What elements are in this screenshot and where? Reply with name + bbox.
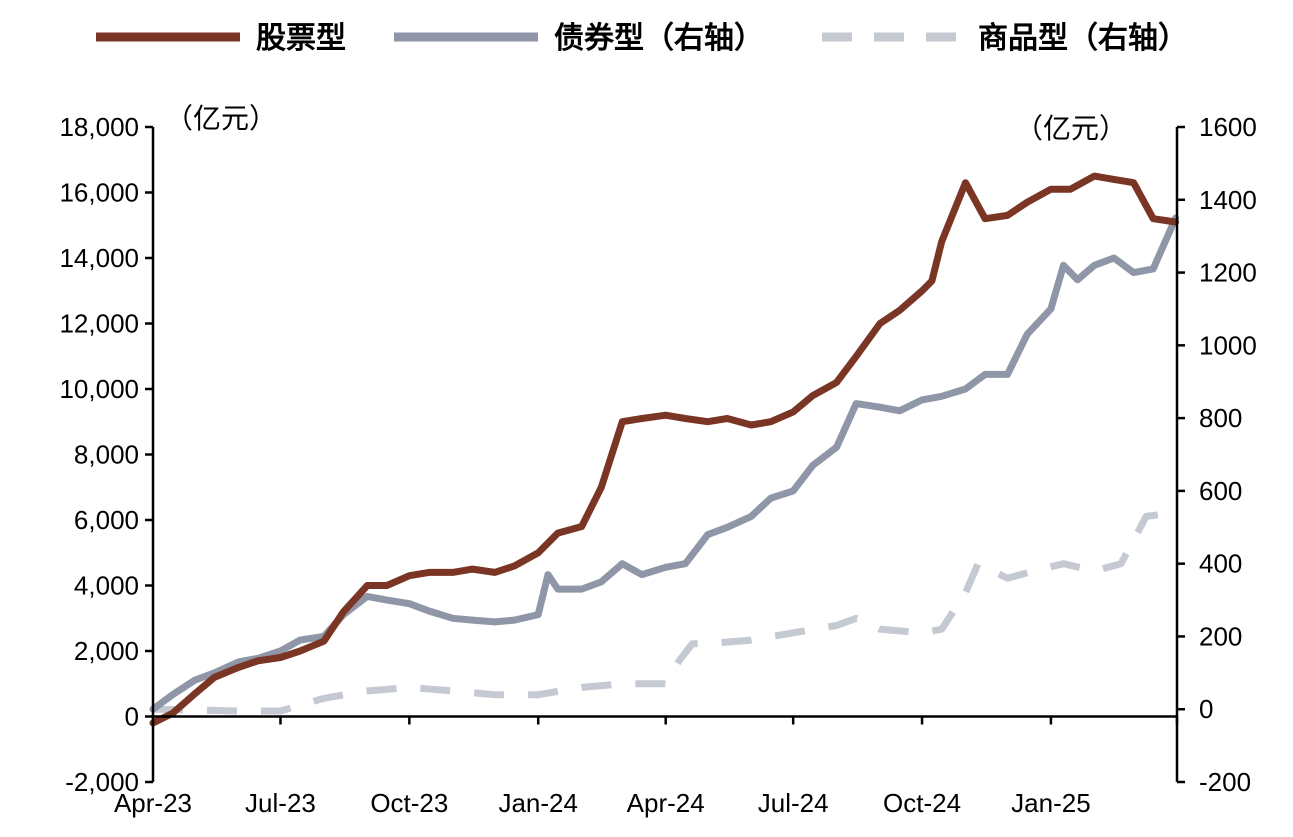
- left-tick-label: 4,000: [74, 571, 139, 601]
- x-tick-label: Oct-23: [370, 788, 448, 818]
- left-tick-label: 6,000: [74, 505, 139, 535]
- left-tick-label: 10,000: [59, 374, 139, 404]
- legend: 股票型 债券型（右轴） 商品型（右轴）: [96, 21, 1188, 55]
- right-tick-label: 600: [1199, 476, 1242, 506]
- series-line-2: [152, 509, 1177, 715]
- right-tick-label: 200: [1199, 621, 1242, 651]
- right-tick-label: 800: [1199, 403, 1242, 433]
- x-tick-label: Jul-24: [758, 788, 829, 818]
- left-tick-label: -2,000: [65, 767, 139, 797]
- left-tick-label: 16,000: [59, 178, 139, 208]
- right-tick-label: 1200: [1199, 258, 1257, 288]
- x-tick-label: Jan-24: [498, 788, 578, 818]
- legend-label-commodity: 商品型（右轴）: [978, 21, 1188, 55]
- right-tick-label: -200: [1199, 767, 1251, 797]
- left-tick-label: 0: [125, 702, 139, 732]
- left-tick-label: 2,000: [74, 636, 139, 666]
- series-line-0: [149, 172, 1180, 727]
- right-tick-label: 0: [1199, 694, 1213, 724]
- left-tick-label: 8,000: [74, 440, 139, 470]
- right-tick-label: 1000: [1199, 330, 1257, 360]
- left-tick-label: 12,000: [59, 309, 139, 339]
- left-tick-label: 14,000: [59, 243, 139, 273]
- x-tick-label: Apr-24: [627, 788, 705, 818]
- right-tick-label: 400: [1199, 549, 1242, 579]
- x-tick-label: Jan-25: [1011, 788, 1091, 818]
- series-line-1: [149, 214, 1180, 713]
- right-tick-label: 1400: [1199, 185, 1257, 215]
- left-tick-label: 18,000: [59, 112, 139, 142]
- left-axis-unit: （亿元）: [165, 103, 277, 134]
- legend-label-bond: 债券型（右轴）: [554, 21, 764, 55]
- x-tick-label: Jul-23: [245, 788, 316, 818]
- right-axis-unit: （亿元）: [1015, 113, 1127, 144]
- legend-label-equity: 股票型: [256, 22, 346, 55]
- plot-lines: [149, 172, 1180, 727]
- right-tick-label: 1600: [1199, 112, 1257, 142]
- x-tick-label: Apr-23: [114, 788, 192, 818]
- axes: -2,000 0 2,000 4,000 6,000 8,000 10,000 12,000 1…: [59, 112, 1256, 818]
- x-tick-label: Oct-24: [883, 788, 961, 818]
